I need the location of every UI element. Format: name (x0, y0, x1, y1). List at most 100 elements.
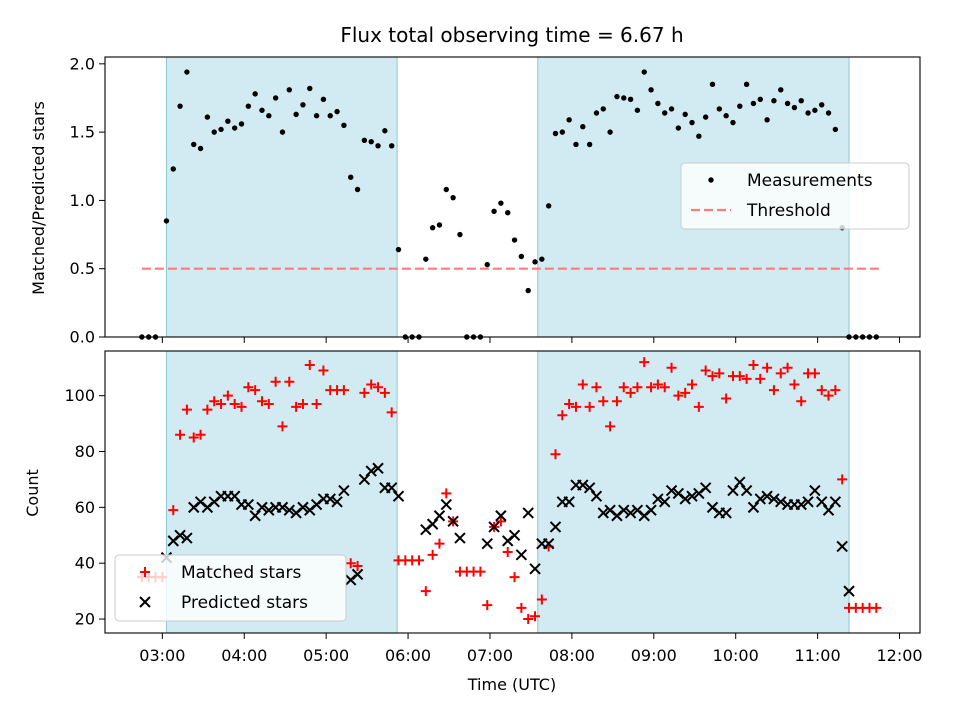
data-point (645, 504, 657, 516)
data-point (605, 421, 616, 432)
data-point (238, 121, 245, 127)
data-point (175, 429, 186, 440)
data-point (796, 396, 807, 407)
data-point (700, 365, 711, 376)
data-point (716, 106, 723, 112)
data-point (673, 390, 684, 401)
panel-counts: 20 40 60 80 100 03:00 04:00 05:00 06:00 07:00 08:0… (64, 350, 923, 665)
y-tick-label: 80 (75, 442, 95, 461)
data-point (392, 490, 405, 502)
data-point (304, 359, 315, 370)
data-point (454, 532, 466, 544)
data-point (236, 401, 247, 412)
data-point (686, 490, 698, 502)
data-point (352, 560, 363, 571)
chart-title: Flux total observing time = 6.67 h (340, 23, 683, 47)
data-point (809, 484, 821, 497)
data-point (440, 498, 452, 511)
data-point (385, 482, 398, 494)
data-point (436, 222, 443, 228)
data-point (434, 538, 445, 549)
data-point (829, 496, 842, 508)
data-point (482, 600, 493, 611)
x-tick-label: 08:00 (549, 646, 595, 665)
data-point (805, 110, 811, 116)
y-tick-label: 0.5 (70, 259, 95, 278)
data-point (530, 611, 541, 622)
data-point (734, 476, 746, 488)
data-point (871, 602, 882, 613)
data-point (680, 387, 691, 398)
x-tick-label: 09:00 (631, 646, 677, 665)
data-point (209, 396, 220, 407)
data-point (723, 113, 729, 119)
data-point (491, 208, 497, 215)
data-point (557, 410, 568, 421)
data-point (450, 194, 456, 201)
data-point (509, 572, 520, 583)
data-point (632, 382, 643, 393)
data-point (515, 549, 528, 561)
data-point (741, 373, 752, 384)
data-point (549, 521, 562, 533)
data-point (511, 237, 518, 243)
data-point (351, 568, 364, 581)
data-point (652, 379, 663, 390)
data-point (313, 113, 320, 119)
data-point (755, 373, 766, 384)
data-point (563, 496, 575, 508)
data-point (216, 399, 227, 410)
data-point (611, 396, 622, 407)
data-point (222, 390, 233, 401)
data-point (639, 357, 650, 368)
data-point (498, 200, 504, 206)
y-tick-label: 20 (75, 610, 95, 629)
data-point (768, 493, 780, 505)
data-point (621, 95, 627, 101)
data-point (286, 87, 292, 93)
data-point (168, 505, 179, 516)
data-point (775, 496, 787, 508)
data-point (372, 462, 384, 474)
data-point (734, 371, 745, 382)
legend-marker (139, 596, 151, 608)
data-point (375, 143, 381, 149)
data-point (293, 111, 299, 118)
data-point (598, 396, 609, 407)
data-point (591, 382, 602, 393)
data-point (457, 231, 463, 238)
data-point (242, 498, 255, 511)
data-point (778, 87, 784, 93)
data-point (505, 210, 511, 216)
data-point (727, 484, 739, 497)
data-point (433, 510, 446, 522)
data-point (666, 362, 677, 373)
data-point (720, 507, 732, 519)
data-point (318, 365, 329, 376)
data-point (662, 110, 668, 116)
data-point (652, 493, 664, 505)
legend-marker (140, 567, 150, 577)
data-point (564, 399, 575, 410)
data-point (441, 488, 452, 499)
data-point (832, 126, 839, 133)
data-point (373, 382, 384, 393)
data-point (443, 186, 449, 193)
data-point (668, 106, 675, 112)
data-point (614, 93, 620, 100)
data-point (627, 96, 634, 103)
data-point (539, 256, 545, 262)
data-point (687, 379, 698, 390)
data-point (484, 261, 490, 268)
data-point (566, 117, 572, 123)
data-point (413, 555, 424, 566)
bottom-y-axis-label: Count (23, 469, 42, 517)
data-point (816, 496, 828, 508)
data-point (679, 493, 691, 505)
data-point (709, 81, 716, 88)
data-point (263, 504, 275, 516)
data-point (819, 102, 825, 108)
data-point (427, 549, 438, 560)
data-point (300, 102, 306, 108)
data-point (366, 379, 377, 390)
